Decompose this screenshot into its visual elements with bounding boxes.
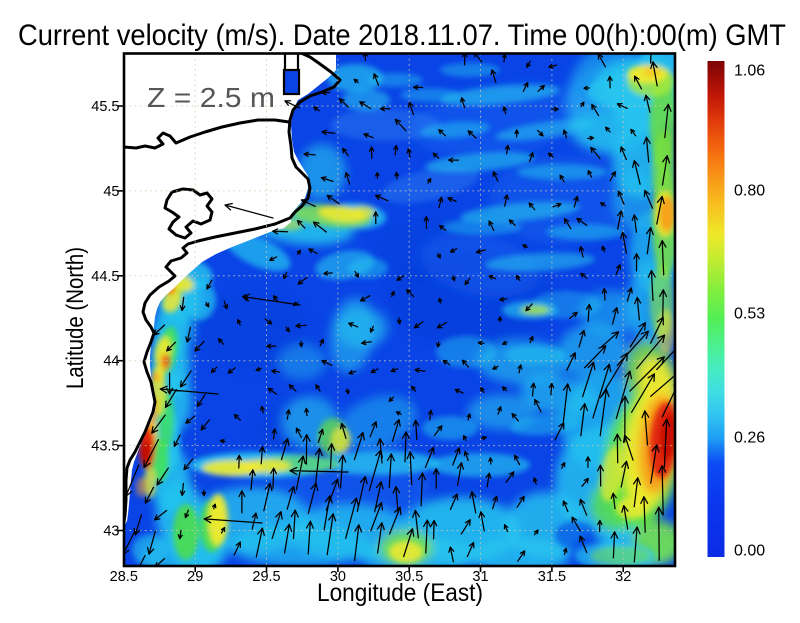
- svg-text:32: 32: [615, 569, 631, 585]
- svg-text:45: 45: [103, 184, 119, 200]
- svg-text:43: 43: [103, 524, 119, 540]
- svg-text:31.5: 31.5: [538, 569, 566, 585]
- svg-text:29: 29: [187, 569, 203, 585]
- svg-text:Longitude (East): Longitude (East): [317, 579, 483, 607]
- svg-text:Z = 2.5 m: Z = 2.5 m: [147, 82, 275, 113]
- svg-text:Current velocity (m/s). Date 2: Current velocity (m/s). Date 2018.11.07.…: [18, 19, 786, 52]
- svg-text:45.5: 45.5: [91, 99, 119, 115]
- svg-text:29.5: 29.5: [252, 569, 280, 585]
- svg-text:44.5: 44.5: [91, 269, 119, 285]
- svg-text:0.00: 0.00: [734, 543, 765, 560]
- svg-text:1.06: 1.06: [734, 63, 765, 80]
- svg-text:0.53: 0.53: [734, 306, 765, 323]
- svg-text:31: 31: [472, 569, 488, 585]
- svg-text:0.26: 0.26: [734, 430, 765, 447]
- svg-text:28.5: 28.5: [110, 569, 138, 585]
- svg-text:44: 44: [103, 354, 119, 370]
- svg-text:30.5: 30.5: [395, 569, 423, 585]
- svg-text:Latitude (North): Latitude (North): [62, 247, 89, 389]
- svg-text:43.5: 43.5: [91, 439, 119, 455]
- svg-text:30: 30: [330, 569, 346, 585]
- svg-text:0.80: 0.80: [734, 183, 765, 200]
